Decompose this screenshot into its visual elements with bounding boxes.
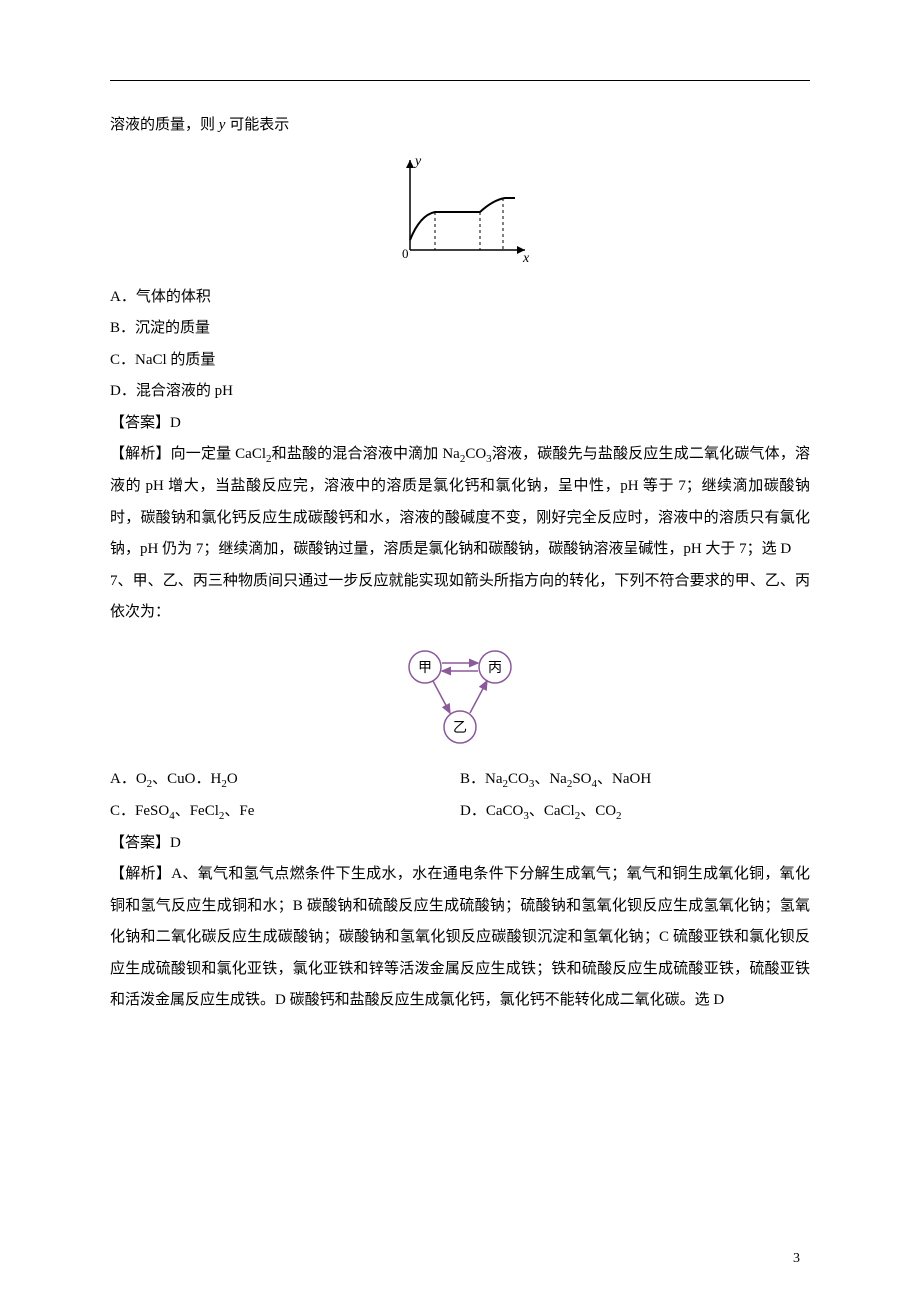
q7-options-row1: A．O2、CuO．H2O B．Na2CO3、Na2SO4、NaOH: [110, 764, 810, 796]
q7-option-b: B．Na2CO3、Na2SO4、NaOH: [460, 764, 810, 796]
q7-options-row2: C．FeSO4、FeCl2、Fe D．CaCO3、CaCl2、CO2: [110, 796, 810, 828]
graph-figure: 0 x y: [110, 150, 810, 270]
q6-option-a: A．气体的体积: [110, 282, 810, 314]
page-number: 3: [793, 1251, 800, 1267]
q6-option-b: B．沉淀的质量: [110, 313, 810, 345]
node-jia: 甲: [418, 661, 432, 676]
q7-option-a: A．O2、CuO．H2O: [110, 764, 460, 796]
q6-answer: 【答案】D: [110, 408, 810, 440]
q7-option-d: D．CaCO3、CaCl2、CO2: [460, 796, 810, 828]
q7-answer: 【答案】D: [110, 828, 810, 860]
q6-option-d: D．混合溶液的 pH: [110, 376, 810, 408]
origin-label: 0: [402, 246, 409, 261]
intro-line: 溶液的质量，则 y 可能表示: [110, 110, 810, 142]
y-axis-label: y: [413, 154, 422, 169]
triangle-svg: 甲 丙 乙: [390, 637, 530, 752]
header-rule: [110, 80, 810, 81]
triangle-figure: 甲 丙 乙: [110, 637, 810, 752]
q7-explanation: 【解析】A、氧气和氢气点燃条件下生成水，水在通电条件下分解生成氧气；氧气和铜生成…: [110, 859, 810, 1017]
q7-stem: 7、甲、乙、丙三种物质间只通过一步反应就能实现如箭头所指方向的转化，下列不符合要…: [110, 566, 810, 629]
q6-option-c: C．NaCl 的质量: [110, 345, 810, 377]
document-page: 溶液的质量，则 y 可能表示 0 x y A．气体的体积 B．沉淀的质量 C．N…: [0, 0, 920, 1302]
q6-explanation: 【解析】向一定量 CaCl2和盐酸的混合溶液中滴加 Na2CO3溶液，碳酸先与盐…: [110, 439, 810, 566]
xy-graph-svg: 0 x y: [385, 150, 535, 270]
var-y: y: [219, 117, 226, 133]
node-bing: 丙: [488, 661, 502, 676]
x-axis-label: x: [522, 251, 530, 266]
node-yi: 乙: [453, 720, 467, 736]
q7-option-c: C．FeSO4、FeCl2、Fe: [110, 796, 460, 828]
